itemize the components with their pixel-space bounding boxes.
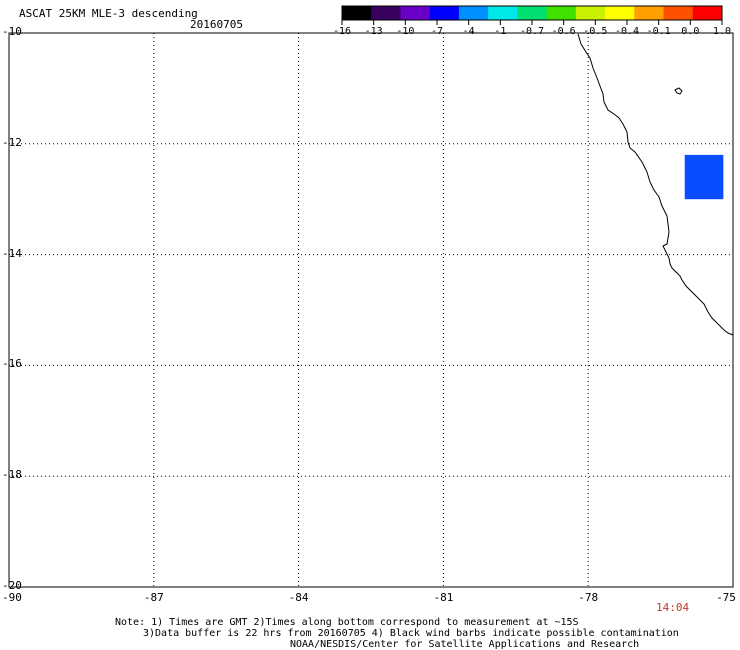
colorbar-swatch bbox=[342, 6, 372, 20]
colorbar-tick-label: -13 bbox=[364, 26, 383, 37]
colorbar-swatch bbox=[605, 6, 635, 20]
colorbar-tick-label: -10 bbox=[396, 26, 415, 37]
colorbar-tick-label: 0.0 bbox=[681, 26, 700, 37]
island-outline bbox=[674, 87, 683, 95]
colorbar-tick-label: -7 bbox=[430, 26, 444, 37]
colorbar-tick-label: 1.0 bbox=[712, 26, 732, 37]
map-date: 20160705 bbox=[190, 18, 243, 31]
colorbar-swatch bbox=[458, 6, 489, 20]
longitude-label: -84 bbox=[288, 591, 309, 604]
colorbar bbox=[341, 5, 723, 25]
latitude-label: -16 bbox=[2, 357, 22, 371]
colorbar-swatch bbox=[663, 6, 694, 20]
colorbar-swatch bbox=[429, 6, 460, 20]
longitude-label: -78 bbox=[578, 591, 599, 604]
latitude-label: -14 bbox=[2, 246, 22, 260]
colorbar-swatch bbox=[400, 6, 431, 20]
colorbar-tick-label: -1 bbox=[494, 26, 507, 37]
longitude-label: -81 bbox=[433, 591, 454, 604]
longitude-label: -90 bbox=[2, 591, 22, 604]
coastline-peru bbox=[577, 33, 734, 336]
colorbar-tick-label: -0.5 bbox=[583, 26, 608, 37]
pass-timestamp: 14:04 bbox=[656, 601, 690, 614]
colorbar-swatch bbox=[488, 6, 518, 20]
plot-frame bbox=[8, 32, 734, 588]
colorbar-swatch bbox=[692, 6, 723, 20]
colorbar-tick-label: -0.4 bbox=[614, 26, 640, 37]
colorbar-swatch bbox=[371, 6, 401, 20]
latitude-label: -10 bbox=[2, 25, 22, 38]
map-grid bbox=[9, 33, 733, 587]
longitude-label: -87 bbox=[143, 591, 164, 604]
colorbar-tick-label: -0.7 bbox=[519, 26, 545, 37]
colorbar-swatch bbox=[546, 6, 577, 20]
colorbar-swatch bbox=[575, 6, 606, 20]
note-line-1: Note: 1) Times are GMT 2)Times along bot… bbox=[115, 617, 579, 628]
wind-data-cell bbox=[684, 154, 724, 200]
map-title: ASCAT 25KM MLE-3 descending bbox=[19, 7, 198, 20]
colorbar-tick-label: -0.1 bbox=[646, 26, 671, 37]
colorbar-swatch bbox=[634, 6, 665, 20]
longitude-label: -75 bbox=[716, 591, 736, 604]
note-line-3: NOAA/NESDIS/Center for Satellite Applica… bbox=[290, 639, 640, 650]
latitude-label: -20 bbox=[2, 579, 22, 592]
colorbar-tick-label: -0.6 bbox=[551, 26, 576, 37]
colorbar-tick-label: -16 bbox=[332, 26, 352, 37]
latitude-label: -18 bbox=[2, 468, 22, 482]
colorbar-tick-label: -4 bbox=[462, 26, 475, 37]
latitude-label: -12 bbox=[2, 135, 22, 149]
note-line-2: 3)Data buffer is 22 hrs from 20160705 4)… bbox=[143, 628, 679, 639]
colorbar-swatch bbox=[517, 6, 548, 20]
